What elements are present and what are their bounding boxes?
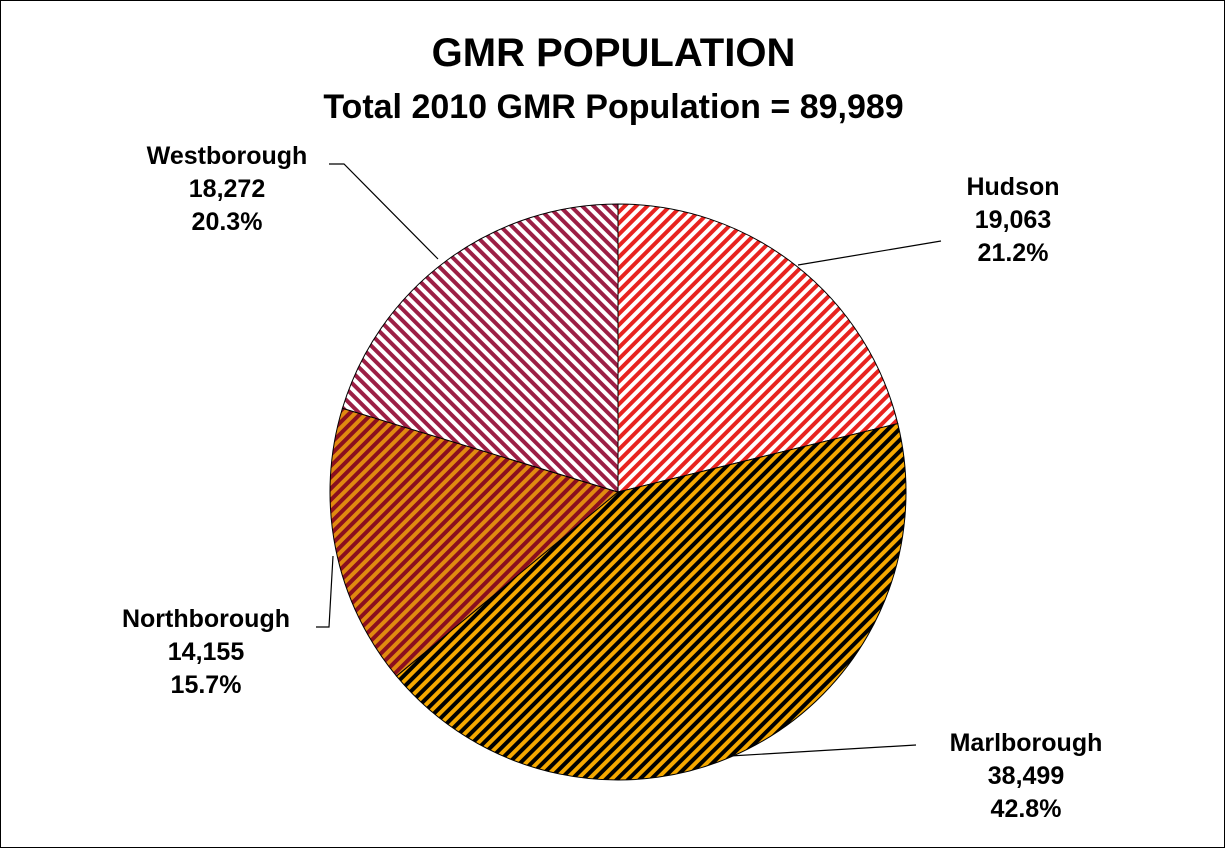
data-label-hudson: Hudson 19,063 21.2% — [966, 173, 1059, 267]
pie-slice-hudson — [617, 203, 899, 493]
pie-slice-marlborough — [395, 422, 907, 781]
pie-slice-northborough — [329, 407, 620, 677]
data-label-westborough: Westborough 18,272 20.3% — [147, 142, 308, 236]
leader-line-hudson — [797, 240, 942, 266]
data-label-marlborough: Marlborough 38,499 42.8% — [950, 729, 1103, 823]
data-label-northborough: Northborough 14,155 15.7% — [122, 605, 290, 699]
pie-slice-westborough — [341, 203, 619, 493]
leader-line-westborough — [329, 163, 439, 260]
leader-line-northborough — [316, 555, 334, 628]
chart-title: GMR POPULATION — [431, 31, 796, 75]
leader-line-marlborough — [729, 744, 917, 757]
chart-subtitle: Total 2010 GMR Population = 89,989 — [323, 88, 904, 126]
